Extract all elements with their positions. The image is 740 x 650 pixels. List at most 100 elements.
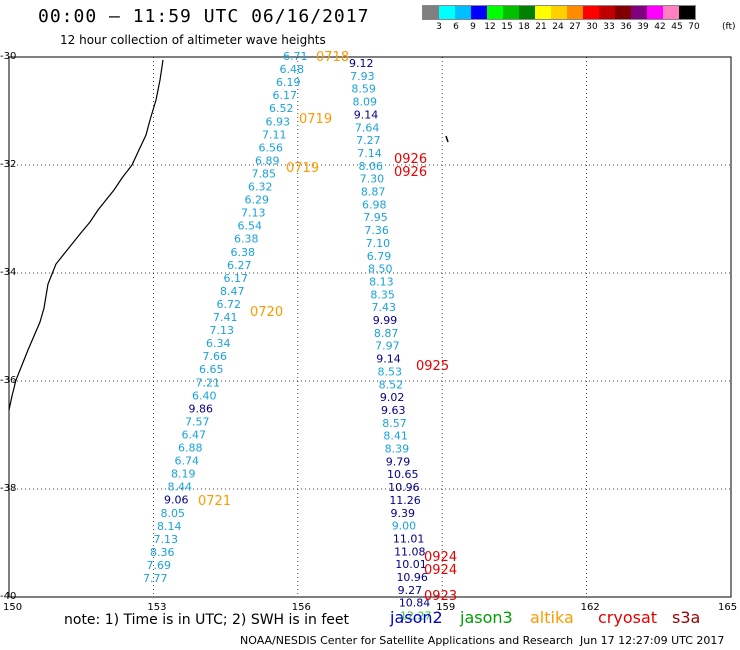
wave-height-value: 9.14 — [354, 108, 379, 121]
latitude-tick-label: -40 — [0, 591, 17, 602]
pass-time-label: 0924 — [424, 563, 457, 578]
wave-height-value: 8.06 — [358, 160, 383, 173]
wave-height-value: 9.86 — [189, 402, 214, 415]
longitude-tick-label: 153 — [147, 602, 167, 613]
wave-height-value: 7.27 — [356, 134, 381, 147]
pass-time-label: 0721 — [198, 494, 231, 509]
longitude-tick-label: 162 — [580, 602, 600, 613]
wave-height-value: 7.64 — [355, 121, 380, 134]
wave-height-value: 9.12 — [349, 57, 374, 70]
legend-color-bar — [422, 5, 696, 20]
longitude-tick-label: 165 — [718, 602, 738, 613]
wave-height-value: 8.09 — [353, 96, 378, 109]
wave-height-value: 6.27 — [227, 259, 252, 272]
map-grid — [9, 57, 731, 597]
legend-tick-label: 21 — [535, 22, 547, 32]
legend-swatch — [663, 6, 679, 19]
wave-height-value: 9.63 — [381, 404, 406, 417]
wave-height-value: 11.26 — [389, 494, 421, 507]
wave-height-value: 7.93 — [350, 70, 375, 83]
legend-labels: 3 6 9 12 15 18 21 24 27 30 33 36 39 42 45 70 — [422, 20, 700, 34]
island-mark — [445, 135, 449, 143]
legend-tick-label: 42 — [654, 22, 666, 32]
legend-swatch — [679, 6, 695, 19]
map-title: 00:00 – 11:59 UTC 06/16/2017 — [38, 6, 370, 27]
wave-height-value: 8.35 — [370, 288, 395, 301]
wave-height-value: 6.38 — [231, 246, 256, 259]
legend-swatch — [599, 6, 615, 19]
wave-height-value: 8.52 — [379, 378, 404, 391]
wave-height-value: 8.44 — [168, 481, 193, 494]
map-frame — [8, 56, 732, 598]
legend-tick-label: 45 — [671, 22, 683, 32]
pass-time-label: 0720 — [250, 305, 283, 320]
wave-height-value: 9.39 — [391, 507, 416, 520]
legend-tick-label: 33 — [603, 22, 615, 32]
wave-height-value: 7.69 — [147, 559, 172, 572]
wave-height-value: 7.13 — [241, 207, 266, 220]
pass-time-label: 0926 — [394, 152, 427, 167]
legend-swatch — [615, 6, 631, 19]
wave-height-value: 8.87 — [361, 186, 386, 199]
latitude-tick-label: -32 — [0, 159, 17, 170]
latitude-tick-label: -38 — [0, 483, 17, 494]
legend-swatch — [455, 6, 471, 19]
legend-swatch — [551, 6, 567, 19]
legend-tick-label: 15 — [501, 22, 513, 32]
west-track-values: 6.716.486.196.176.526.937.116.566.897.85… — [143, 50, 308, 585]
map-subtitle: 12 hour collection of altimeter wave hei… — [60, 33, 326, 47]
wave-height-value: 7.97 — [375, 340, 400, 353]
pass-time-label: 0718 — [316, 50, 349, 65]
wave-height-value: 7.13 — [154, 533, 179, 546]
legend-unit: (ft) — [722, 22, 736, 32]
wave-height-value: 7.36 — [364, 224, 389, 237]
wave-height-value: 7.43 — [372, 301, 397, 314]
wave-height-value: 7.14 — [357, 147, 382, 160]
wave-height-value: 8.13 — [369, 275, 394, 288]
longitude-tick-label: 159 — [436, 602, 456, 613]
legend-swatch — [631, 6, 647, 19]
wave-height-value: 7.10 — [366, 237, 391, 250]
wave-height-value: 11.08 — [394, 545, 426, 558]
legend-tick-label: 24 — [552, 22, 564, 32]
footer-note: note: 1) Time is in UTC; 2) SWH is in fe… — [64, 612, 350, 628]
legend-swatch — [471, 6, 487, 19]
legend-swatch — [583, 6, 599, 19]
legend-swatch — [487, 6, 503, 19]
pass-time-label: 0719 — [286, 161, 319, 176]
wave-height-value: 7.57 — [185, 415, 210, 428]
wave-height-value: 6.71 — [283, 50, 308, 63]
legend-tick-label: 27 — [569, 22, 581, 32]
wave-height-value: 6.32 — [248, 181, 273, 194]
latitude-tick-label: -36 — [0, 375, 17, 386]
legend-swatch — [519, 6, 535, 19]
coastline — [8, 59, 164, 411]
wave-height-value: 7.95 — [363, 211, 388, 224]
longitude-tick-label: 156 — [291, 602, 311, 613]
wave-height-value: 6.88 — [178, 442, 203, 455]
latitude-tick-label: -34 — [0, 267, 17, 278]
wave-height-value: 11.01 — [393, 532, 425, 545]
wave-height-value: 6.65 — [199, 363, 224, 376]
generated-timestamp: Jun 17 12:27:09 UTC 2017 — [580, 634, 725, 647]
wave-height-value: 6.79 — [367, 250, 392, 263]
wave-height-value: 6.56 — [259, 141, 284, 154]
wave-height-value: 6.98 — [362, 198, 387, 211]
wave-height-value: 6.34 — [206, 337, 231, 350]
wave-height-value: 8.14 — [157, 520, 182, 533]
wave-height-value: 6.17 — [224, 272, 249, 285]
wave-height-value: 8.57 — [382, 417, 407, 430]
pass-time-label: 0924 — [424, 550, 457, 565]
latitude-tick-label: -30 — [0, 51, 17, 62]
mission-jason2: jason2 — [390, 608, 443, 627]
wave-height-value: 6.93 — [266, 115, 291, 128]
pass-time-label: 0923 — [424, 589, 457, 604]
wave-height-value: 7.21 — [196, 376, 221, 389]
wave-height-value: 7.30 — [360, 173, 385, 186]
pass-time-label: 0926 — [394, 165, 427, 180]
wave-height-value: 7.13 — [210, 324, 235, 337]
wave-height-value: 9.14 — [376, 353, 401, 366]
wave-height-value: 10.84 — [399, 597, 431, 610]
